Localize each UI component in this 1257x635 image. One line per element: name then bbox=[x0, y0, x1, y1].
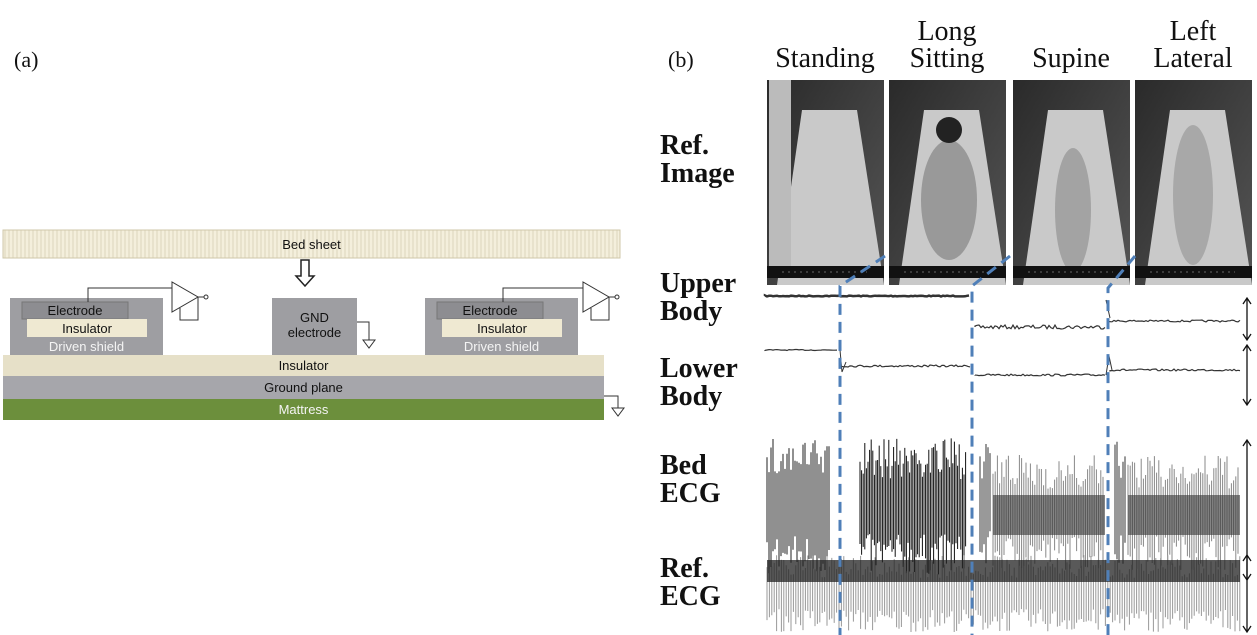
posture-header: Long Sitting bbox=[884, 18, 1010, 72]
photo-head bbox=[936, 117, 962, 143]
panel-label: (a) bbox=[14, 52, 38, 67]
photo-figure bbox=[1173, 125, 1213, 265]
row-label: Ref. ECG bbox=[660, 555, 770, 611]
trace bbox=[1110, 369, 1240, 371]
trace bbox=[975, 374, 1105, 376]
photo-figure bbox=[921, 140, 977, 260]
row-label: Bed ECG bbox=[660, 452, 770, 508]
arrow-down bbox=[296, 260, 314, 286]
trace bbox=[842, 365, 970, 367]
photo-figure bbox=[1055, 148, 1091, 272]
ecg bbox=[1115, 442, 1125, 564]
insulator-label: Insulator bbox=[27, 321, 147, 336]
insulator-label: Insulator bbox=[442, 321, 562, 336]
row-label: Lower Body bbox=[660, 355, 770, 411]
posture-header: Left Lateral bbox=[1130, 18, 1256, 72]
panel-label: (b) bbox=[668, 52, 694, 67]
insulator-label: Insulator bbox=[3, 358, 604, 373]
trace bbox=[765, 350, 837, 351]
figure: {"panel_a": {"label": "(a)", "bed_sheet"… bbox=[0, 0, 1257, 635]
shield-label: Driven shield bbox=[425, 339, 578, 354]
row-label: Ref. Image bbox=[660, 132, 770, 188]
mattress-label: Mattress bbox=[3, 402, 604, 417]
scale-arrow bbox=[1243, 298, 1251, 340]
shield-label: Driven shield bbox=[10, 339, 163, 354]
ecg-band bbox=[1128, 495, 1240, 535]
ecg-band bbox=[993, 495, 1105, 535]
trace bbox=[975, 325, 1105, 329]
ecg-band bbox=[767, 560, 1240, 582]
posture-header: Standing bbox=[762, 45, 888, 72]
trace bbox=[765, 296, 969, 297]
row-label: Upper Body bbox=[660, 270, 770, 326]
posture-header: Supine bbox=[1008, 45, 1134, 72]
ground-plane-label: Ground plane bbox=[3, 380, 604, 395]
scale-arrow bbox=[1243, 345, 1251, 405]
ecg bbox=[767, 439, 829, 573]
trace bbox=[1110, 320, 1240, 322]
signals bbox=[765, 296, 1251, 633]
electrode-label: Electrode bbox=[22, 303, 128, 318]
bed-sheet-label: Bed sheet bbox=[3, 237, 620, 252]
photo-figure bbox=[769, 80, 791, 270]
scale-arrow bbox=[1243, 555, 1251, 632]
gnd-label: GND electrode bbox=[272, 310, 357, 340]
figure-drawing bbox=[0, 0, 1257, 635]
ground-symbol bbox=[604, 396, 624, 416]
page: Bed sensor figure html, body { margin: 0… bbox=[0, 0, 1257, 635]
reference-images bbox=[767, 80, 1252, 285]
ecg bbox=[860, 438, 966, 574]
electrode-label: Electrode bbox=[437, 303, 543, 318]
ecg bbox=[980, 444, 990, 563]
